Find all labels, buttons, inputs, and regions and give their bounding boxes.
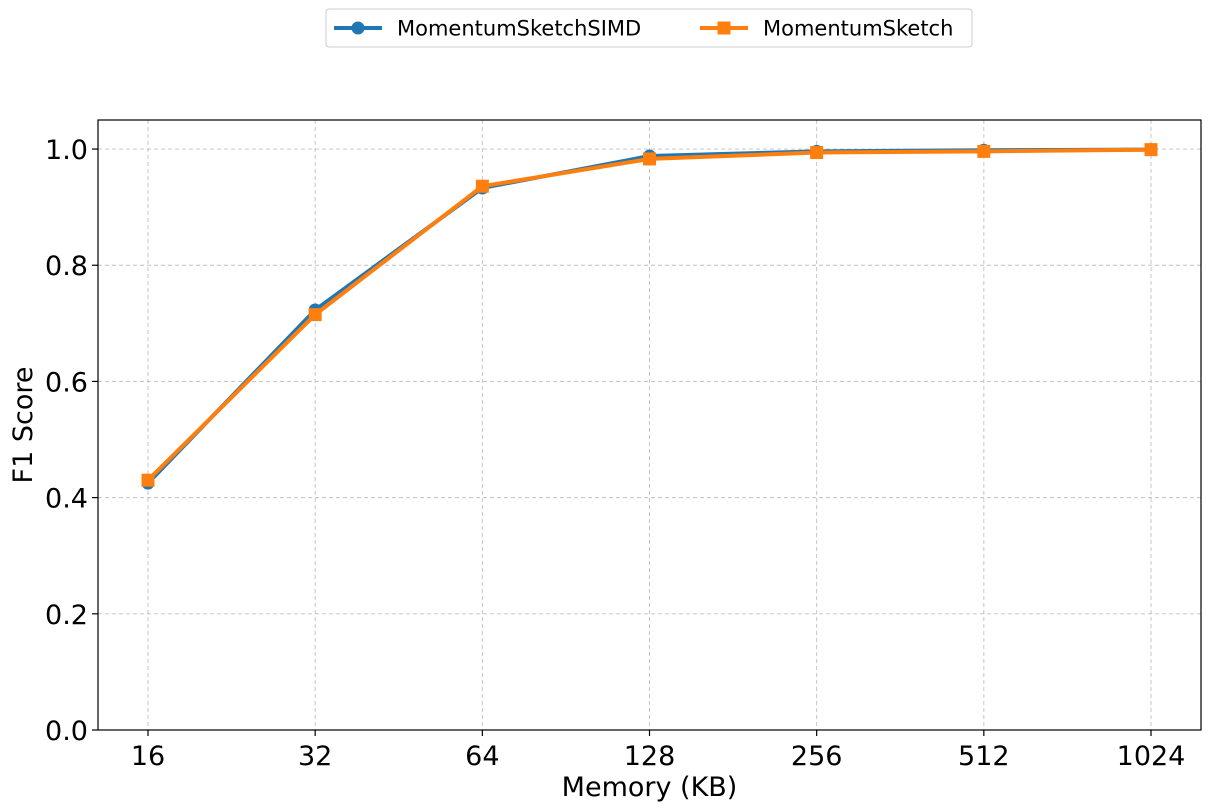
series-layer — [141, 143, 1158, 490]
x-tick-label: 1024 — [1117, 741, 1186, 772]
y-axis-ticks: 0.0 0.2 0.4 0.6 0.8 1.0 — [45, 135, 98, 747]
legend-entry: MomentumSketch — [700, 17, 953, 41]
x-tick-label: 256 — [791, 741, 843, 772]
data-point — [141, 473, 155, 487]
y-tick-label: 0.0 — [45, 716, 88, 747]
x-tick-label: 128 — [624, 741, 676, 772]
legend-entry: MomentumSketchSIMD — [334, 17, 641, 41]
data-point — [308, 308, 322, 322]
data-point — [810, 146, 824, 160]
data-point — [977, 144, 991, 158]
y-tick-label: 0.4 — [45, 484, 88, 515]
legend-marker — [351, 21, 365, 35]
x-tick-label: 32 — [298, 741, 332, 772]
grid-layer — [98, 120, 1201, 731]
data-point — [643, 152, 656, 166]
data-point — [1144, 143, 1158, 157]
legend-label: MomentumSketch — [763, 17, 953, 41]
legend-entries: MomentumSketchSIMD MomentumSketch — [334, 17, 953, 41]
legend-label: MomentumSketchSIMD — [397, 17, 641, 41]
x-tick-label: 64 — [465, 741, 499, 772]
legend: MomentumSketchSIMD MomentumSketch — [325, 8, 973, 48]
x-tick-label: 16 — [131, 741, 165, 772]
x-tick-label: 512 — [958, 741, 1010, 772]
x-axis-ticks: 16 32 64 128 256 512 1024 — [131, 730, 1186, 772]
y-tick-label: 0.8 — [45, 251, 88, 282]
y-tick-label: 0.6 — [45, 367, 88, 398]
x-axis-title: Memory (KB) — [562, 772, 738, 803]
y-axis-title: F1 Score — [8, 367, 39, 484]
data-point — [475, 179, 489, 193]
y-tick-label: 0.2 — [45, 600, 88, 631]
legend-marker — [717, 21, 731, 35]
series-1 — [141, 143, 1158, 487]
y-tick-label: 1.0 — [45, 135, 88, 166]
legend-box — [325, 8, 973, 48]
